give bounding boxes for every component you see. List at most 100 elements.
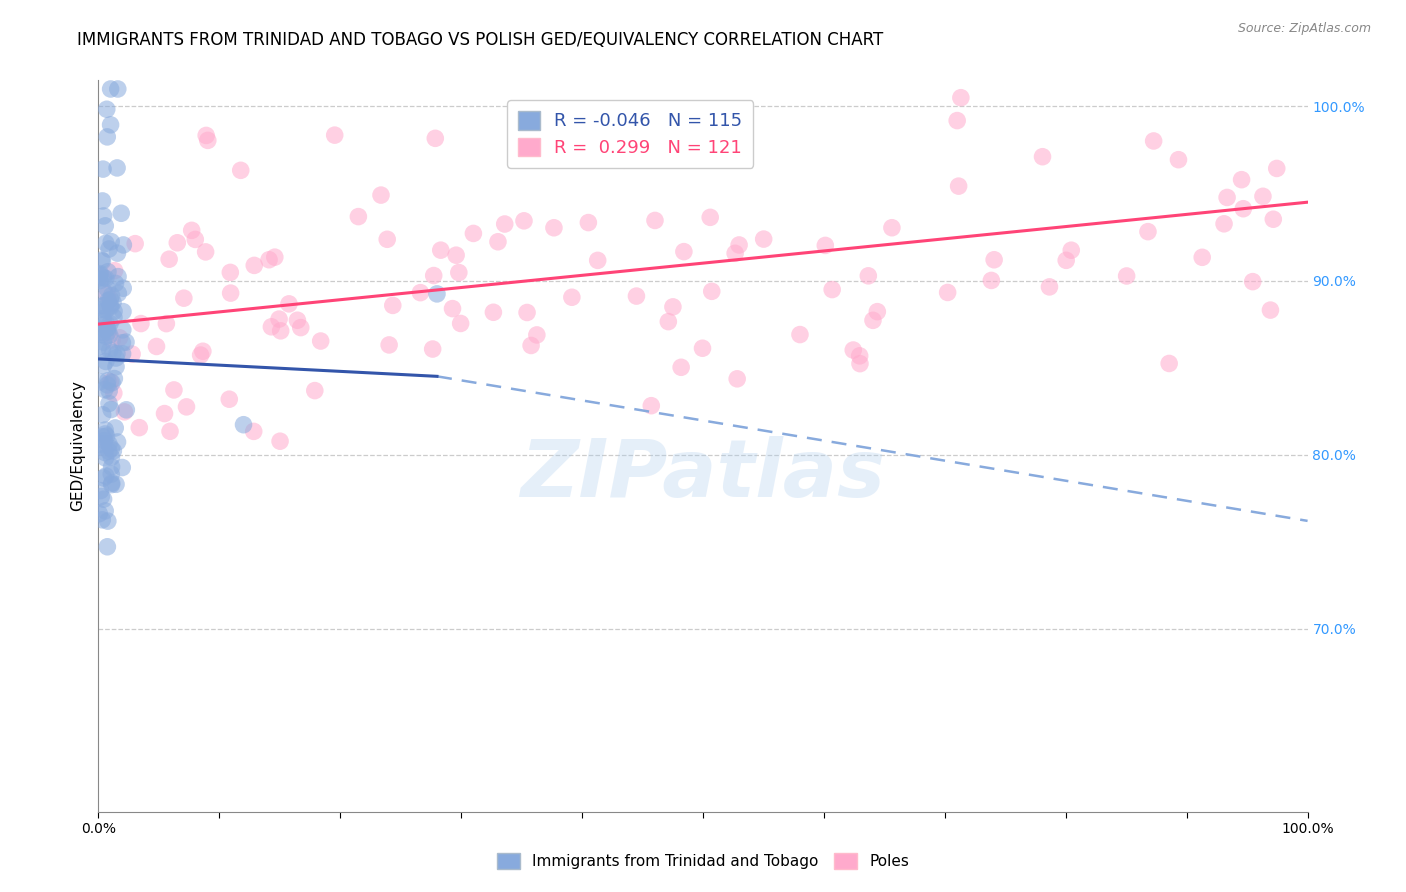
Point bbox=[163, 383, 186, 397]
Point bbox=[94, 445, 117, 459]
Point bbox=[91, 311, 114, 326]
Point bbox=[287, 313, 309, 327]
Point bbox=[789, 327, 811, 342]
Text: Source: ZipAtlas.com: Source: ZipAtlas.com bbox=[1237, 22, 1371, 36]
Point bbox=[194, 244, 217, 259]
Point bbox=[105, 346, 128, 360]
Point bbox=[107, 269, 129, 284]
Point bbox=[91, 430, 114, 444]
Point bbox=[107, 246, 129, 260]
Point bbox=[644, 213, 666, 227]
Point bbox=[166, 235, 188, 250]
Point bbox=[124, 236, 146, 251]
Point bbox=[375, 232, 398, 246]
Point bbox=[98, 299, 121, 313]
Point bbox=[111, 347, 134, 361]
Legend: R = -0.046   N = 115, R =  0.299   N = 121: R = -0.046 N = 115, R = 0.299 N = 121 bbox=[508, 100, 754, 168]
Point bbox=[94, 303, 117, 318]
Point bbox=[98, 242, 121, 256]
Point bbox=[96, 377, 118, 392]
Point bbox=[232, 417, 254, 432]
Point bbox=[94, 423, 117, 437]
Point bbox=[97, 374, 120, 388]
Point bbox=[657, 315, 679, 329]
Point bbox=[87, 271, 110, 285]
Point bbox=[96, 429, 118, 443]
Point bbox=[111, 460, 134, 475]
Point bbox=[107, 434, 129, 449]
Point bbox=[115, 335, 138, 350]
Point bbox=[1265, 161, 1288, 176]
Point bbox=[94, 219, 117, 233]
Point bbox=[482, 305, 505, 319]
Point bbox=[180, 223, 202, 237]
Point bbox=[105, 359, 128, 374]
Point bbox=[195, 128, 218, 143]
Point bbox=[513, 214, 536, 228]
Point bbox=[112, 238, 135, 252]
Point bbox=[94, 271, 117, 285]
Point bbox=[347, 210, 370, 224]
Point bbox=[936, 285, 959, 300]
Point bbox=[91, 513, 114, 527]
Point bbox=[107, 286, 129, 301]
Point bbox=[93, 270, 115, 285]
Point bbox=[267, 312, 290, 326]
Point bbox=[219, 286, 242, 301]
Point bbox=[94, 236, 117, 251]
Point bbox=[1251, 189, 1274, 203]
Point bbox=[1136, 225, 1159, 239]
Point bbox=[699, 211, 721, 225]
Text: IMMIGRANTS FROM TRINIDAD AND TOBAGO VS POLISH GED/EQUIVALENCY CORRELATION CHART: IMMIGRANTS FROM TRINIDAD AND TOBAGO VS P… bbox=[77, 31, 883, 49]
Point bbox=[260, 319, 283, 334]
Point bbox=[662, 300, 685, 314]
Point bbox=[100, 293, 122, 307]
Point bbox=[1232, 202, 1254, 216]
Point bbox=[752, 232, 775, 246]
Point bbox=[89, 322, 111, 336]
Point bbox=[93, 471, 115, 485]
Point bbox=[1054, 253, 1077, 268]
Point bbox=[270, 324, 292, 338]
Point bbox=[93, 434, 115, 448]
Point bbox=[94, 450, 117, 465]
Point bbox=[94, 427, 117, 442]
Point bbox=[93, 299, 115, 313]
Point bbox=[692, 341, 714, 355]
Point bbox=[983, 252, 1005, 267]
Point bbox=[155, 317, 177, 331]
Point bbox=[111, 335, 134, 350]
Point bbox=[98, 343, 121, 358]
Point bbox=[97, 321, 120, 335]
Point bbox=[1060, 244, 1083, 258]
Point bbox=[323, 128, 346, 143]
Point bbox=[97, 265, 120, 279]
Point bbox=[409, 285, 432, 300]
Point bbox=[980, 273, 1002, 287]
Point bbox=[100, 477, 122, 491]
Point bbox=[96, 129, 118, 144]
Point bbox=[89, 273, 111, 287]
Point bbox=[112, 281, 135, 295]
Point bbox=[98, 384, 121, 398]
Point bbox=[100, 118, 122, 132]
Point bbox=[842, 343, 865, 357]
Point bbox=[115, 402, 138, 417]
Point bbox=[100, 476, 122, 491]
Point bbox=[1038, 280, 1060, 294]
Point bbox=[101, 376, 124, 390]
Point bbox=[190, 348, 212, 362]
Point bbox=[104, 421, 127, 435]
Point bbox=[269, 434, 291, 449]
Point bbox=[381, 298, 404, 312]
Point bbox=[304, 384, 326, 398]
Point bbox=[111, 323, 134, 337]
Point bbox=[463, 227, 485, 241]
Point bbox=[429, 243, 451, 257]
Point bbox=[243, 259, 266, 273]
Point bbox=[263, 250, 285, 264]
Point bbox=[849, 357, 872, 371]
Point bbox=[422, 342, 444, 356]
Point bbox=[450, 317, 472, 331]
Point bbox=[107, 82, 129, 96]
